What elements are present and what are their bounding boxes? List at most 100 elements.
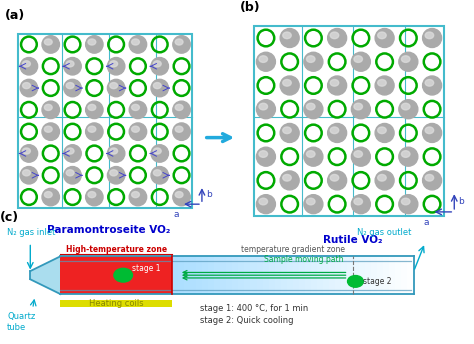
- Bar: [377, 256, 384, 294]
- Bar: [208, 256, 215, 294]
- Ellipse shape: [132, 104, 139, 110]
- Ellipse shape: [280, 123, 299, 142]
- FancyBboxPatch shape: [61, 256, 413, 294]
- Ellipse shape: [173, 123, 190, 140]
- Ellipse shape: [154, 83, 161, 89]
- Bar: [365, 256, 372, 294]
- Ellipse shape: [304, 100, 323, 119]
- Bar: [184, 256, 191, 294]
- Ellipse shape: [66, 170, 74, 176]
- Text: stage 2: Quick cooling: stage 2: Quick cooling: [200, 316, 293, 325]
- Ellipse shape: [20, 57, 37, 75]
- Text: N₂ gas outlet: N₂ gas outlet: [357, 228, 411, 237]
- Ellipse shape: [401, 151, 410, 157]
- Text: b: b: [458, 197, 464, 206]
- Ellipse shape: [330, 32, 339, 39]
- Ellipse shape: [88, 192, 96, 198]
- Ellipse shape: [42, 36, 59, 53]
- Bar: [172, 256, 179, 294]
- Ellipse shape: [375, 123, 394, 142]
- Bar: [245, 256, 251, 294]
- Ellipse shape: [423, 76, 442, 95]
- Ellipse shape: [173, 189, 190, 206]
- Bar: [281, 256, 287, 294]
- Bar: [232, 256, 239, 294]
- Bar: [395, 256, 402, 294]
- Ellipse shape: [283, 127, 292, 133]
- Ellipse shape: [88, 104, 96, 110]
- Bar: [359, 256, 365, 294]
- Ellipse shape: [23, 83, 30, 89]
- Ellipse shape: [20, 79, 37, 97]
- Ellipse shape: [328, 29, 346, 47]
- Ellipse shape: [151, 57, 168, 75]
- Ellipse shape: [154, 148, 161, 154]
- Ellipse shape: [259, 103, 267, 110]
- Ellipse shape: [330, 79, 339, 86]
- Ellipse shape: [307, 151, 315, 157]
- Text: temperature gradient zone: temperature gradient zone: [241, 245, 345, 254]
- Ellipse shape: [110, 83, 118, 89]
- Ellipse shape: [108, 57, 125, 75]
- Bar: [371, 256, 378, 294]
- Bar: [335, 256, 341, 294]
- Ellipse shape: [45, 104, 52, 110]
- Text: b: b: [206, 190, 211, 199]
- Bar: [347, 256, 354, 294]
- Ellipse shape: [378, 79, 386, 86]
- Ellipse shape: [175, 192, 183, 198]
- Ellipse shape: [401, 56, 410, 62]
- Ellipse shape: [66, 61, 74, 67]
- Ellipse shape: [175, 104, 183, 110]
- Ellipse shape: [129, 189, 146, 206]
- Ellipse shape: [154, 170, 161, 176]
- Ellipse shape: [375, 29, 394, 47]
- Ellipse shape: [283, 174, 292, 181]
- Ellipse shape: [151, 79, 168, 97]
- Ellipse shape: [88, 126, 96, 132]
- Ellipse shape: [354, 56, 363, 62]
- Ellipse shape: [328, 171, 346, 190]
- Text: a: a: [424, 218, 429, 227]
- Ellipse shape: [88, 39, 96, 45]
- Text: (c): (c): [0, 211, 19, 224]
- Text: (b): (b): [240, 1, 260, 14]
- Text: stage 1: stage 1: [132, 265, 161, 273]
- Ellipse shape: [307, 56, 315, 62]
- Ellipse shape: [86, 123, 103, 140]
- Ellipse shape: [132, 192, 139, 198]
- Ellipse shape: [259, 198, 267, 205]
- Ellipse shape: [23, 61, 30, 67]
- Ellipse shape: [304, 195, 323, 214]
- Ellipse shape: [108, 79, 125, 97]
- Ellipse shape: [304, 52, 323, 71]
- Bar: [317, 256, 323, 294]
- Text: a: a: [173, 210, 179, 219]
- Ellipse shape: [42, 189, 59, 206]
- Ellipse shape: [173, 36, 190, 53]
- Ellipse shape: [399, 52, 418, 71]
- Ellipse shape: [280, 29, 299, 47]
- Bar: [250, 256, 257, 294]
- Ellipse shape: [20, 145, 37, 162]
- Ellipse shape: [151, 166, 168, 184]
- Ellipse shape: [132, 126, 139, 132]
- Polygon shape: [30, 256, 61, 294]
- Bar: [408, 256, 414, 294]
- Ellipse shape: [64, 166, 81, 184]
- Ellipse shape: [378, 174, 386, 181]
- Ellipse shape: [351, 52, 370, 71]
- FancyBboxPatch shape: [254, 26, 444, 216]
- Ellipse shape: [64, 145, 81, 162]
- Ellipse shape: [328, 76, 346, 95]
- Ellipse shape: [42, 101, 59, 119]
- Text: Sample moving path: Sample moving path: [264, 255, 344, 264]
- Ellipse shape: [330, 127, 339, 133]
- Bar: [323, 256, 329, 294]
- Ellipse shape: [66, 148, 74, 154]
- Bar: [61, 300, 172, 307]
- Ellipse shape: [330, 174, 339, 181]
- Ellipse shape: [129, 123, 146, 140]
- Ellipse shape: [354, 103, 363, 110]
- Ellipse shape: [110, 148, 118, 154]
